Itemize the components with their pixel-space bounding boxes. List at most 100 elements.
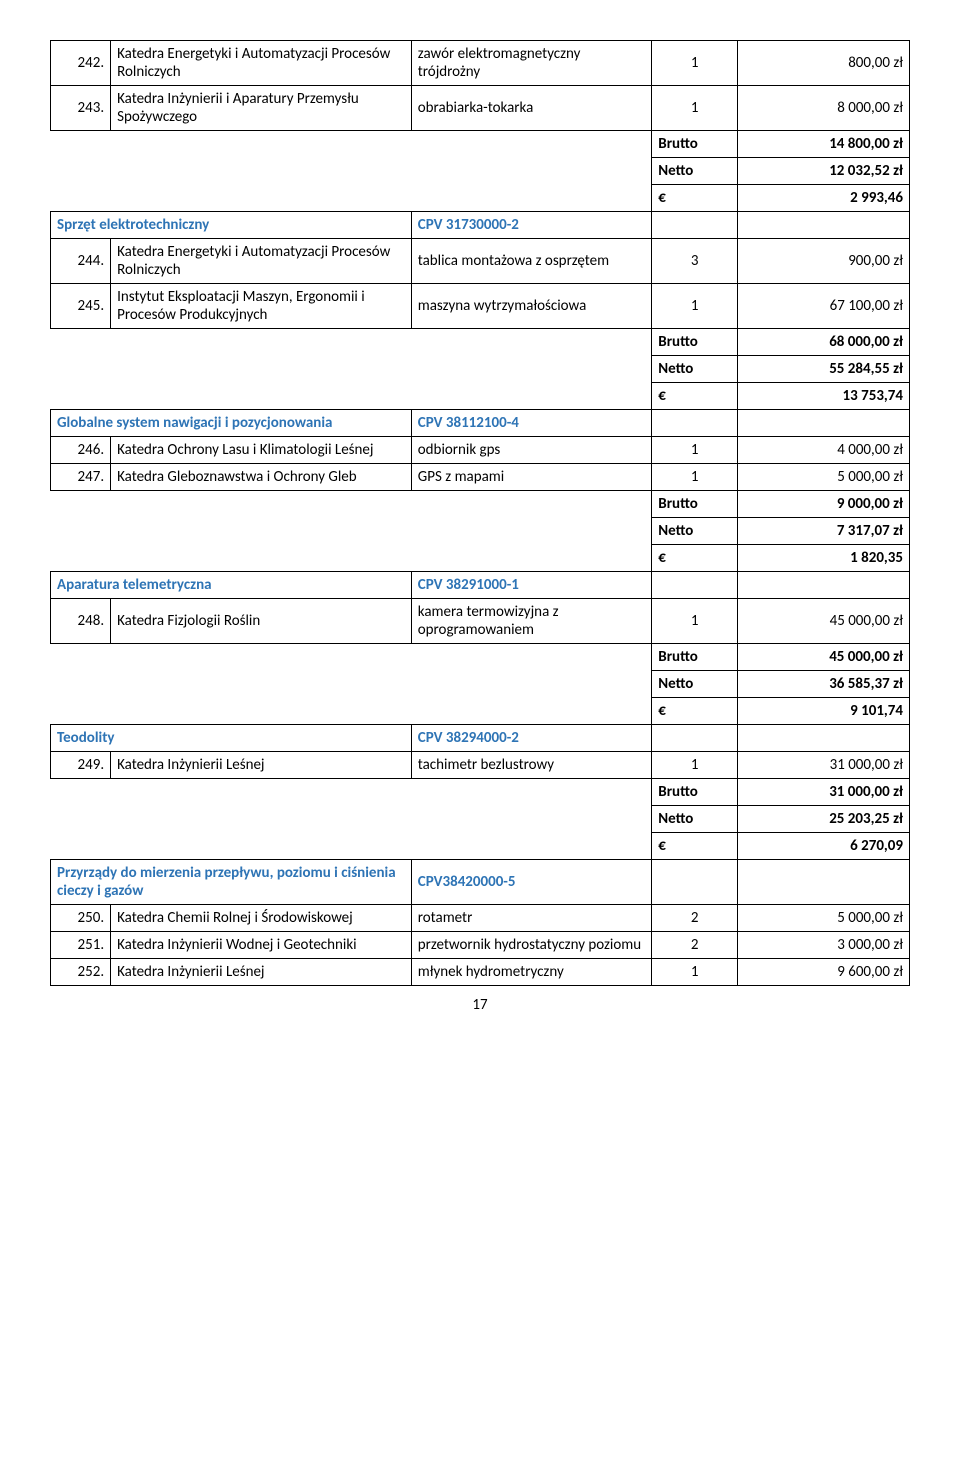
item-cell: obrabiarka-tokarka: [411, 86, 652, 131]
qty-cell: 1: [652, 959, 738, 986]
item-cell: tachimetr bezlustrowy: [411, 752, 652, 779]
table-row: Brutto14 800,00 zł: [51, 131, 910, 158]
subtotal-label: Netto: [652, 671, 738, 698]
qty-cell: 1: [652, 437, 738, 464]
subtotal-spacer: [51, 158, 652, 185]
subtotal-value: 13 753,74: [738, 383, 910, 410]
price-cell: 3 000,00 zł: [738, 932, 910, 959]
page-number: 17: [50, 996, 910, 1014]
table-row: 249.Katedra Inżynierii Leśnejtachimetr b…: [51, 752, 910, 779]
table-row: Netto7 317,07 zł: [51, 518, 910, 545]
table-row: 247.Katedra Gleboznawstwa i Ochrony Gleb…: [51, 464, 910, 491]
subtotal-label: €: [652, 185, 738, 212]
department-cell: Katedra Inżynierii Wodnej i Geotechniki: [111, 932, 412, 959]
subtotal-spacer: [51, 518, 652, 545]
item-cell: GPS z mapami: [411, 464, 652, 491]
department-cell: Instytut Eksploatacji Maszyn, Ergonomii …: [111, 284, 412, 329]
price-cell: 900,00 zł: [738, 239, 910, 284]
subtotal-spacer: [51, 833, 652, 860]
department-cell: Katedra Energetyki i Automatyzacji Proce…: [111, 239, 412, 284]
subtotal-spacer: [51, 644, 652, 671]
subtotal-label: Brutto: [652, 644, 738, 671]
empty-cell: [652, 860, 738, 905]
subtotal-value: 9 000,00 zł: [738, 491, 910, 518]
empty-cell: [738, 212, 910, 239]
subtotal-label: Netto: [652, 806, 738, 833]
table-row: €2 993,46: [51, 185, 910, 212]
subtotal-value: 68 000,00 zł: [738, 329, 910, 356]
table-row: Netto55 284,55 zł: [51, 356, 910, 383]
item-cell: tablica montażowa z osprzętem: [411, 239, 652, 284]
subtotal-label: €: [652, 545, 738, 572]
table-row: 245.Instytut Eksploatacji Maszyn, Ergono…: [51, 284, 910, 329]
row-number: 250.: [51, 905, 111, 932]
row-number: 242.: [51, 41, 111, 86]
cpv-code: CPV 38294000-2: [411, 725, 652, 752]
table-row: TeodolityCPV 38294000-2: [51, 725, 910, 752]
cpv-code: CPV 31730000-2: [411, 212, 652, 239]
price-cell: 45 000,00 zł: [738, 599, 910, 644]
subtotal-value: 1 820,35: [738, 545, 910, 572]
qty-cell: 2: [652, 905, 738, 932]
department-cell: Katedra Chemii Rolnej i Środowiskowej: [111, 905, 412, 932]
table-row: 250.Katedra Chemii Rolnej i Środowiskowe…: [51, 905, 910, 932]
department-cell: Katedra Gleboznawstwa i Ochrony Gleb: [111, 464, 412, 491]
table-row: Brutto45 000,00 zł: [51, 644, 910, 671]
price-cell: 4 000,00 zł: [738, 437, 910, 464]
row-number: 243.: [51, 86, 111, 131]
qty-cell: 1: [652, 41, 738, 86]
subtotal-value: 14 800,00 zł: [738, 131, 910, 158]
price-cell: 8 000,00 zł: [738, 86, 910, 131]
table-row: €6 270,09: [51, 833, 910, 860]
row-number: 252.: [51, 959, 111, 986]
qty-cell: 2: [652, 932, 738, 959]
row-number: 251.: [51, 932, 111, 959]
table-row: Brutto68 000,00 zł: [51, 329, 910, 356]
subtotal-spacer: [51, 698, 652, 725]
subtotal-spacer: [51, 491, 652, 518]
empty-cell: [738, 572, 910, 599]
price-cell: 31 000,00 zł: [738, 752, 910, 779]
table-row: Przyrządy do mierzenia przepływu, poziom…: [51, 860, 910, 905]
table-row: Globalne system nawigacji i pozycjonowan…: [51, 410, 910, 437]
row-number: 244.: [51, 239, 111, 284]
empty-cell: [652, 212, 738, 239]
price-cell: 9 600,00 zł: [738, 959, 910, 986]
table-row: 251.Katedra Inżynierii Wodnej i Geotechn…: [51, 932, 910, 959]
row-number: 245.: [51, 284, 111, 329]
department-cell: Katedra Energetyki i Automatyzacji Proce…: [111, 41, 412, 86]
item-cell: rotametr: [411, 905, 652, 932]
table-row: €1 820,35: [51, 545, 910, 572]
row-number: 247.: [51, 464, 111, 491]
subtotal-value: 7 317,07 zł: [738, 518, 910, 545]
table-row: €13 753,74: [51, 383, 910, 410]
subtotal-label: Netto: [652, 518, 738, 545]
table-row: Brutto31 000,00 zł: [51, 779, 910, 806]
price-cell: 5 000,00 zł: [738, 905, 910, 932]
subtotal-value: 31 000,00 zł: [738, 779, 910, 806]
table-row: 242.Katedra Energetyki i Automatyzacji P…: [51, 41, 910, 86]
subtotal-label: €: [652, 698, 738, 725]
subtotal-spacer: [51, 356, 652, 383]
cpv-code: CPV 38112100-4: [411, 410, 652, 437]
subtotal-value: 25 203,25 zł: [738, 806, 910, 833]
table-row: Brutto9 000,00 zł: [51, 491, 910, 518]
qty-cell: 1: [652, 86, 738, 131]
subtotal-value: 36 585,37 zł: [738, 671, 910, 698]
table-row: 246.Katedra Ochrony Lasu i Klimatologii …: [51, 437, 910, 464]
qty-cell: 1: [652, 284, 738, 329]
section-title: Sprzęt elektrotechniczny: [51, 212, 412, 239]
item-cell: kamera termowizyjna z oprogramowaniem: [411, 599, 652, 644]
table-row: Netto12 032,52 zł: [51, 158, 910, 185]
item-cell: maszyna wytrzymałościowa: [411, 284, 652, 329]
department-cell: Katedra Ochrony Lasu i Klimatologii Leśn…: [111, 437, 412, 464]
table-row: 252.Katedra Inżynierii Leśnejmłynek hydr…: [51, 959, 910, 986]
section-title: Przyrządy do mierzenia przepływu, poziom…: [51, 860, 412, 905]
department-cell: Katedra Inżynierii Leśnej: [111, 959, 412, 986]
qty-cell: 1: [652, 464, 738, 491]
table-row: Sprzęt elektrotechnicznyCPV 31730000-2: [51, 212, 910, 239]
empty-cell: [738, 725, 910, 752]
empty-cell: [652, 410, 738, 437]
table-row: €9 101,74: [51, 698, 910, 725]
cpv-code: CPV38420000-5: [411, 860, 652, 905]
